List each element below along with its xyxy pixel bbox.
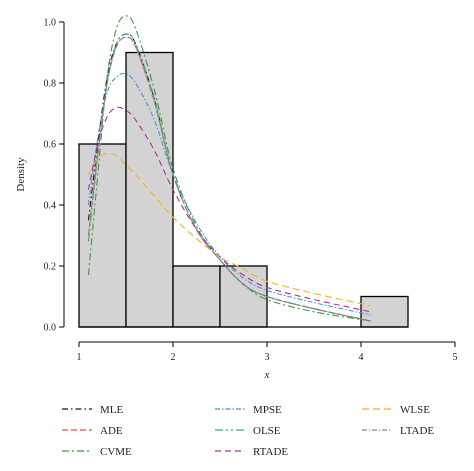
legend-label-olse: OLSE <box>253 425 281 437</box>
legend: MLE ADE CVME MPSE OLSE RTADE WLSE LTADE <box>62 404 434 458</box>
legend-label-ade: ADE <box>100 425 123 437</box>
x-tick-label: 3 <box>265 352 270 363</box>
x-tick-label: 5 <box>453 352 458 363</box>
legend-label-cvme: CVME <box>100 446 132 458</box>
legend-label-wlse: WLSE <box>400 404 430 416</box>
curve-wlse <box>87 152 371 307</box>
histogram-bar-0 <box>78 143 127 328</box>
x-tick-label: 1 <box>77 352 82 363</box>
legend-label-mpse: MPSE <box>253 404 282 416</box>
y-tick-label: 0.0 <box>44 323 57 334</box>
y-tick-label: 0.4 <box>44 201 57 212</box>
x-tick-label: 4 <box>359 352 364 363</box>
x-axis-label: x <box>264 369 270 381</box>
curve-ltade <box>87 36 371 322</box>
x-tick-label: 2 <box>171 352 176 363</box>
y-tick-label: 0.2 <box>44 262 57 273</box>
curve-cvme <box>87 15 371 322</box>
histogram-bar-1 <box>125 51 174 328</box>
density-curves <box>87 15 371 322</box>
curve-mpse <box>87 72 371 316</box>
legend-label-ltade: LTADE <box>400 425 434 437</box>
histogram-bar-2 <box>172 265 221 328</box>
histogram-bar-3 <box>219 265 268 328</box>
y-tick-label: 0.8 <box>44 79 57 90</box>
y-tick-label: 0.6 <box>44 140 57 151</box>
axes: 1 2 3 4 5 0.0 0.2 0.4 0.6 0.8 1.0 <box>44 18 458 364</box>
y-tick-label: 1.0 <box>44 18 57 29</box>
y-axis-label: Density <box>15 157 27 192</box>
legend-label-rtade: RTADE <box>253 446 288 458</box>
legend-label-mle: MLE <box>100 404 124 416</box>
histogram-bars <box>78 51 409 328</box>
